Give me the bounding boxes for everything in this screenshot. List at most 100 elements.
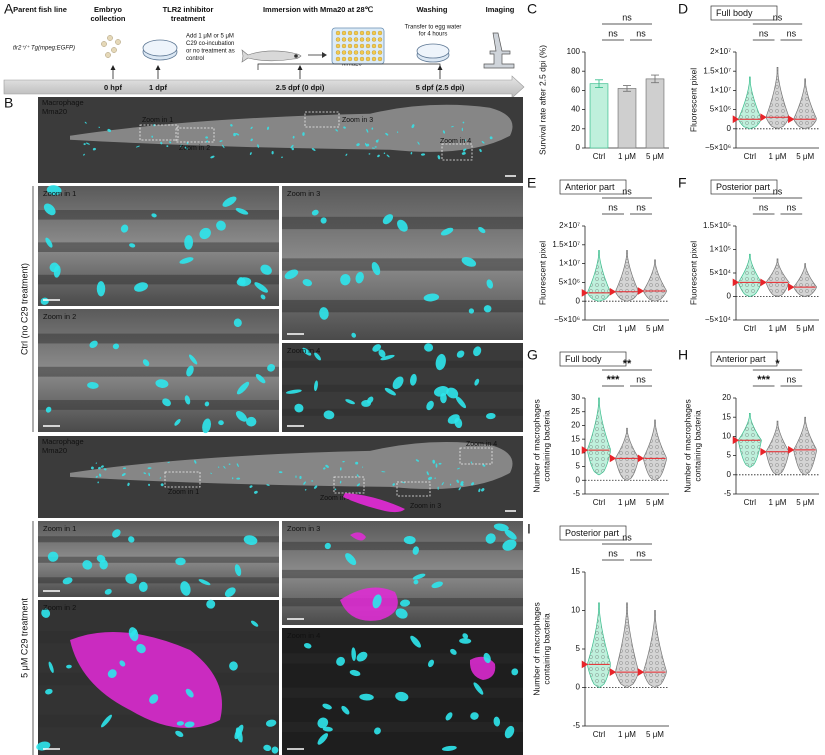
y-axis-label: containing bacteria — [541, 613, 551, 685]
cell-blob — [372, 344, 382, 352]
median-marker — [637, 668, 666, 676]
violin-points — [766, 67, 789, 129]
cell-blob — [90, 466, 94, 470]
cell-blob — [112, 343, 120, 350]
significance-label: ns — [608, 548, 618, 558]
cell-blob — [250, 138, 253, 142]
legend-label: Macrophage — [42, 437, 84, 446]
plate-well — [359, 37, 365, 42]
micrograph — [282, 521, 523, 625]
cell-blob — [162, 398, 171, 407]
cell-blob — [303, 481, 306, 485]
tissue-band — [282, 653, 523, 664]
cell-blob — [381, 471, 386, 473]
cell-blob — [345, 399, 355, 405]
cell-blob — [485, 412, 496, 420]
time-tick-head — [110, 65, 116, 70]
significance-label: ns — [622, 532, 632, 542]
step-note: tlr2⁺/⁺ Tg(mpeg:EGFP) — [13, 45, 75, 52]
plate-well — [371, 56, 377, 62]
cell-blob — [235, 410, 248, 422]
cell-blob — [188, 354, 198, 365]
timepoint-label: 1 dpf — [149, 83, 167, 92]
violin-points — [587, 398, 611, 475]
timeline-arrow — [3, 75, 525, 99]
cell-blob — [142, 359, 150, 367]
y-tick-label: 10 — [722, 432, 731, 441]
cell-blob — [334, 488, 337, 491]
cell-blob — [317, 733, 329, 745]
y-tick-label: 30 — [571, 393, 580, 402]
cell-blob — [446, 387, 459, 399]
cell-blob — [356, 143, 360, 147]
cell-blob — [339, 480, 342, 484]
cell-blob — [374, 727, 381, 735]
cell-blob — [411, 124, 415, 129]
y-tick-label: 1.5×10⁷ — [703, 66, 731, 75]
significance-label: ** — [623, 358, 632, 370]
timepoint-label: 0 hpf — [104, 83, 122, 92]
cell-blob — [483, 652, 491, 664]
plate-well — [335, 37, 341, 42]
cell-blob — [366, 396, 374, 404]
median-marker — [788, 115, 816, 124]
x-tick-label: Ctrl — [744, 324, 757, 333]
x-tick-label: 5 μM — [646, 324, 664, 333]
cell-blob — [385, 132, 389, 136]
chart-title: Anterior part — [716, 354, 766, 364]
violin-points — [615, 602, 639, 688]
plate-well — [353, 56, 359, 62]
cell-blob — [426, 471, 429, 476]
cell-blob — [134, 282, 148, 292]
cell-blob — [314, 485, 318, 489]
cell-blob — [96, 554, 106, 563]
tissue-band — [38, 366, 279, 377]
cell-blob — [219, 140, 223, 142]
cell-blob — [359, 693, 374, 701]
cell-blob — [216, 220, 226, 231]
y-tick-label: 10 — [571, 606, 580, 615]
cell-blob — [267, 364, 276, 372]
cell-blob — [290, 144, 294, 149]
zoom-label: Zoom in 1 — [43, 189, 76, 198]
significance-label: * — [775, 358, 780, 370]
cell-blob — [236, 277, 252, 287]
plate-well — [365, 43, 371, 49]
cell-blob — [101, 714, 112, 728]
significance-label: ns — [759, 202, 769, 212]
cell-blob — [281, 156, 283, 159]
median-marker — [637, 287, 666, 295]
y-axis-label: Fluorescent pixel — [688, 241, 698, 305]
cell-blob — [303, 643, 312, 649]
tissue-band — [38, 556, 279, 563]
dish-icon — [416, 43, 450, 59]
x-tick-label: Ctrl — [593, 498, 606, 507]
cell-blob — [92, 147, 96, 151]
bar — [645, 78, 665, 149]
x-tick-label: 5 μM — [796, 152, 814, 161]
cell-blob — [180, 144, 183, 147]
cell-blob — [362, 466, 364, 468]
step-title: Embryo — [94, 5, 122, 14]
violin-points — [793, 78, 817, 129]
cell-blob — [432, 459, 436, 464]
zoom-box-label: Zoom in 4 — [440, 138, 471, 145]
cell-blob — [441, 482, 444, 486]
y-tick-label: 0 — [576, 475, 581, 484]
cell-blob — [95, 475, 98, 478]
y-tick-label: 2×10⁷ — [559, 221, 580, 230]
cell-blob — [129, 243, 136, 248]
cell-blob — [271, 746, 279, 754]
cell-blob — [149, 694, 159, 704]
violin-points — [738, 254, 762, 297]
cell-blob — [371, 127, 374, 130]
cell-blob — [351, 647, 357, 661]
plate-well — [353, 43, 359, 49]
plate-well — [335, 30, 341, 36]
significance-label: ns — [759, 28, 769, 38]
cell-blob — [435, 353, 446, 371]
tissue-band — [38, 333, 279, 344]
cell-blob — [236, 381, 250, 395]
larva-silhouette — [70, 441, 513, 490]
